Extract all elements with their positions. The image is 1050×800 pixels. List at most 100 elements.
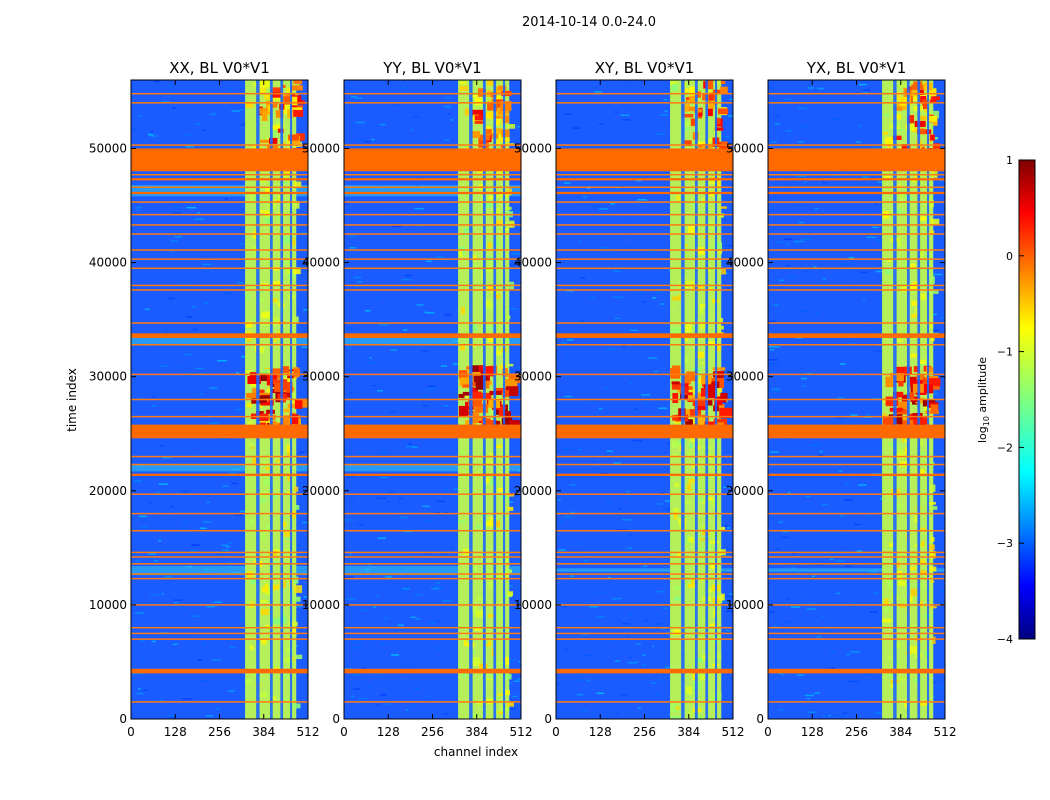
- rfi-speckle: [692, 325, 698, 330]
- noise-speckle: [612, 597, 622, 600]
- rfi-speckle: [919, 359, 926, 364]
- noise-speckle: [209, 387, 218, 389]
- rfi-speckle: [909, 566, 917, 571]
- noise-speckle: [860, 271, 868, 274]
- noise-speckle: [302, 521, 308, 524]
- flagged-time-line: [556, 563, 733, 565]
- noise-speckle: [415, 617, 420, 620]
- noise-speckle: [798, 707, 807, 709]
- noise-speckle: [517, 586, 521, 589]
- flagged-time-line: [556, 604, 733, 606]
- strong-rfi-patch: [473, 371, 488, 383]
- late-rfi-patch: [487, 103, 498, 111]
- noise-speckle: [160, 235, 166, 238]
- noise-speckle: [601, 472, 609, 475]
- noise-speckle: [371, 138, 375, 141]
- late-rfi-patch: [916, 129, 927, 135]
- flagged-time-line: [556, 551, 733, 554]
- noise-speckle: [167, 714, 175, 717]
- noise-speckle: [181, 521, 190, 524]
- noise-speckle: [655, 291, 663, 293]
- y-tick-label: 40000: [726, 256, 764, 270]
- rfi-speckle: [281, 612, 287, 616]
- noise-speckle: [874, 712, 881, 714]
- rfi-speckle: [929, 289, 939, 294]
- noise-speckle: [880, 497, 883, 500]
- strong-rfi-patch: [257, 392, 269, 397]
- noise-speckle: [349, 247, 356, 249]
- flagged-time-band: [768, 148, 945, 172]
- noise-speckle: [589, 297, 596, 299]
- noise-speckle: [414, 688, 420, 690]
- rfi-speckle: [245, 370, 252, 373]
- flagged-time-line: [131, 289, 308, 291]
- noise-speckle: [379, 643, 390, 645]
- rfi-speckle: [504, 657, 509, 665]
- flagged-time-line: [556, 284, 733, 287]
- strong-rfi-patch: [274, 382, 285, 392]
- noise-speckle: [186, 206, 197, 209]
- late-rfi-patch: [487, 80, 496, 86]
- rfi-speckle: [277, 215, 283, 222]
- noise-speckle: [724, 595, 733, 598]
- rfi-speckle: [904, 700, 909, 708]
- rfi-speckle: [709, 246, 718, 251]
- noise-speckle: [858, 83, 867, 86]
- rfi-speckle: [888, 279, 893, 287]
- noise-speckle: [853, 523, 861, 526]
- noise-speckle: [240, 618, 244, 621]
- noise-speckle: [804, 181, 807, 184]
- late-rfi-patch: [924, 108, 929, 113]
- rfi-speckle: [461, 671, 467, 678]
- rfi-speckle: [476, 524, 481, 529]
- rfi-speckle: [294, 654, 303, 660]
- rfi-speckle: [502, 338, 510, 342]
- noise-speckle: [179, 365, 183, 367]
- rfi-speckle: [709, 623, 718, 627]
- strong-rfi-patch: [680, 392, 693, 399]
- flagged-time-line: [131, 556, 308, 558]
- rfi-speckle: [260, 282, 269, 286]
- noise-speckle: [182, 698, 193, 700]
- rfi-speckle: [291, 316, 299, 323]
- rfi-speckle: [910, 263, 916, 268]
- noise-speckle: [350, 281, 354, 284]
- faint-band: [344, 336, 521, 345]
- strong-rfi-patch: [705, 399, 713, 406]
- noise-speckle: [360, 609, 370, 611]
- noise-speckle: [136, 209, 140, 211]
- late-rfi-patch: [472, 109, 484, 117]
- figure-suptitle: 2014-10-14 0.0-24.0: [522, 15, 656, 30]
- late-rfi-patch: [707, 108, 713, 117]
- noise-speckle: [606, 450, 613, 452]
- flagged-time-band: [556, 668, 733, 674]
- rfi-speckle: [498, 711, 506, 714]
- noise-speckle: [238, 124, 248, 126]
- flagged-time-line: [556, 213, 733, 216]
- noise-speckle: [768, 346, 778, 348]
- noise-speckle: [402, 588, 410, 590]
- heatmap-panel-yx: YX, BL V0*V1 0 128 256 384 512 0 10000 20000 3000…: [726, 59, 957, 739]
- strong-rfi-patch: [260, 395, 272, 399]
- rfi-speckle: [488, 338, 496, 343]
- flagged-time-line: [768, 463, 945, 466]
- flagged-time-line: [768, 563, 945, 565]
- flagged-time-line: [556, 638, 733, 640]
- noise-speckle: [350, 95, 357, 98]
- noise-speckle: [643, 565, 648, 568]
- noise-speckle: [627, 636, 630, 638]
- noise-speckle: [193, 455, 198, 457]
- y-tick-label: 0: [544, 712, 552, 726]
- flagged-time-line: [768, 604, 945, 606]
- strong-rfi-patch: [280, 399, 286, 403]
- noise-speckle: [786, 598, 791, 600]
- rfi-speckle: [882, 413, 888, 416]
- strong-rfi-patch: [892, 391, 904, 398]
- flagged-time-line: [344, 233, 521, 235]
- strong-rfi-patch: [260, 373, 269, 382]
- noise-speckle: [403, 87, 407, 89]
- noise-speckle: [875, 270, 885, 273]
- noise-speckle: [368, 362, 375, 364]
- noise-speckle: [150, 131, 153, 133]
- noise-speckle: [233, 514, 244, 516]
